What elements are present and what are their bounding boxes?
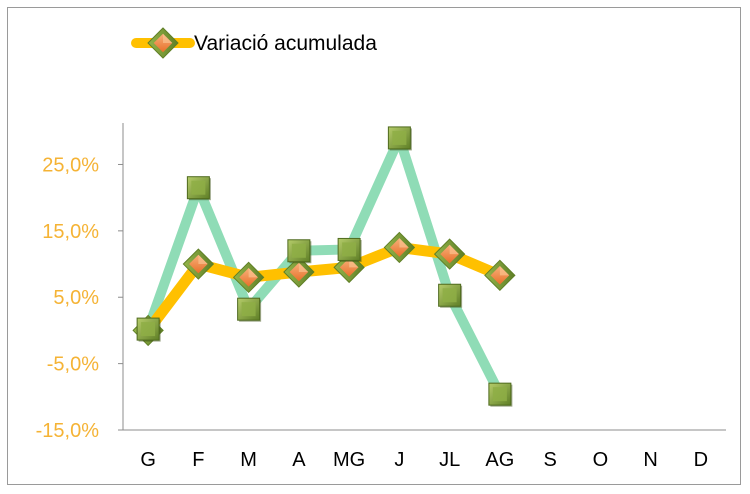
data-point-square-j [387, 126, 412, 151]
data-point-square-f [186, 176, 211, 201]
data-point-square-ag [488, 382, 513, 407]
x-tick-label: N [643, 449, 657, 471]
x-axis-ticks: G F M A MG J JL AG S O N D [140, 449, 708, 471]
series-group [132, 126, 516, 407]
line-chart: -15,0% -5,0% 5,0% 15,0% 25,0% G F M A MG J JL AG S O N… [36, 27, 726, 471]
legend: Variació acumulada [131, 27, 377, 59]
x-tick-label: A [292, 449, 306, 471]
x-tick-label: G [140, 449, 156, 471]
data-point-diamond-f [182, 248, 215, 280]
x-tick-label: JL [439, 449, 460, 471]
y-tick-label: 15,0% [42, 221, 99, 243]
data-point-square-g [136, 317, 161, 342]
series-line-1 [143, 132, 505, 400]
data-point-square-jl [438, 283, 463, 308]
data-point-diamond-a [283, 256, 315, 288]
x-tick-label: F [192, 449, 204, 471]
y-tick-label: -15,0% [36, 420, 100, 442]
axes [122, 123, 726, 431]
data-point-diamond-ag [484, 259, 516, 292]
x-tick-label: MG [333, 449, 365, 471]
y-axis-ticks: -15,0% -5,0% 5,0% 15,0% 25,0% [36, 154, 123, 442]
legend-diamond-icon [147, 27, 179, 59]
chart-frame: -15,0% -5,0% 5,0% 15,0% 25,0% G F M A MG J JL AG S O N… [7, 7, 741, 485]
data-point-diamond-m [232, 261, 265, 294]
x-tick-label: D [694, 449, 708, 471]
data-point-diamond-j [383, 231, 416, 264]
y-tick-label: -5,0% [47, 354, 99, 376]
x-tick-label: J [394, 449, 404, 471]
data-point-square-m [237, 297, 262, 322]
x-tick-label: AG [485, 449, 514, 471]
x-tick-label: M [240, 449, 257, 471]
data-point-square-a [287, 239, 312, 264]
legend-label: Variació acumulada [194, 32, 377, 55]
data-point-diamond-jl [433, 238, 466, 270]
data-point-square-mg [337, 237, 362, 262]
y-tick-label: 5,0% [53, 287, 99, 309]
x-tick-label: O [593, 449, 609, 471]
x-tick-label: S [543, 449, 556, 471]
y-tick-label: 25,0% [42, 154, 99, 176]
